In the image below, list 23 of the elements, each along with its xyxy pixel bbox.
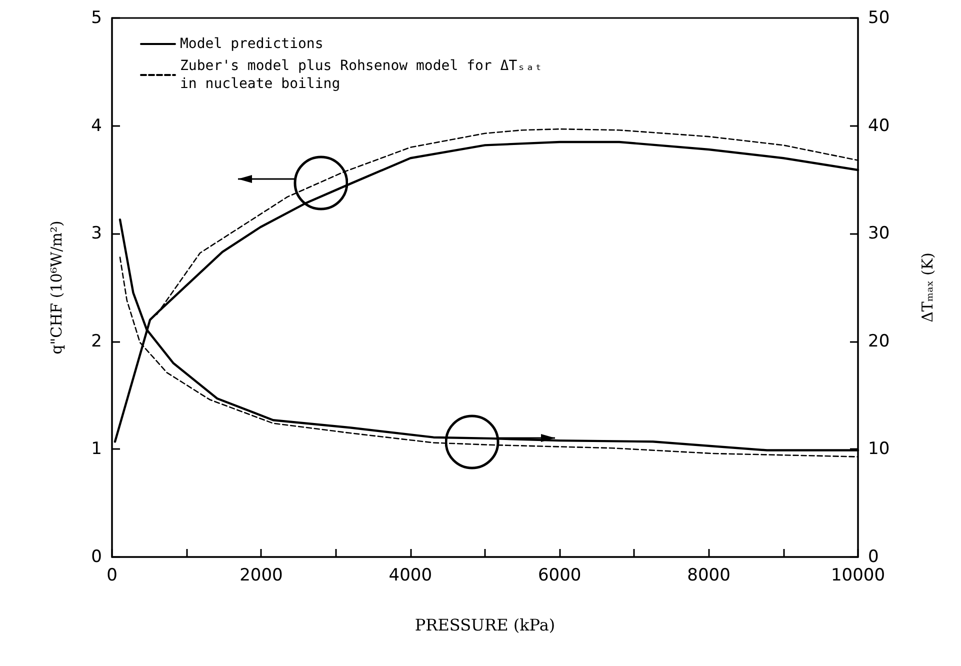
y-tick-label: 1 (91, 439, 102, 460)
y2-tick-label: 40 (868, 116, 890, 136)
y2-tick-label: 50 (868, 8, 890, 28)
y-axis-title: q"CHF (10⁶W/m²) (48, 220, 66, 354)
x-tick-label: 0 (106, 566, 118, 586)
y2-tick-label: 20 (868, 331, 890, 352)
legend-label: Model predictions (180, 36, 324, 52)
x-tick-label: 2000 (240, 566, 283, 586)
x-tick-label: 8000 (687, 566, 730, 586)
y2-tick-label: 10 (868, 439, 890, 460)
y-tick-label: 3 (91, 224, 102, 244)
y-tick-label: 0 (91, 547, 102, 567)
y2-axis-title: ΔTₘₐₓ (K) (918, 252, 936, 322)
y-tick-label: 5 (91, 8, 102, 28)
y2-tick-label: 0 (868, 547, 879, 567)
y-tick-label: 2 (91, 331, 102, 352)
legend-label: Zuber's model plus Rohsenow model for ΔTₛₐₜ in nucleate boiling (180, 58, 551, 92)
x-tick-label: 6000 (538, 566, 582, 586)
x-tick-label: 10000 (830, 566, 886, 586)
y2-tick-label: 30 (868, 224, 890, 244)
x-axis-title: PRESSURE (kPa) (414, 616, 556, 634)
x-tick-label: 4000 (388, 566, 432, 586)
y-tick-label: 4 (91, 116, 102, 136)
